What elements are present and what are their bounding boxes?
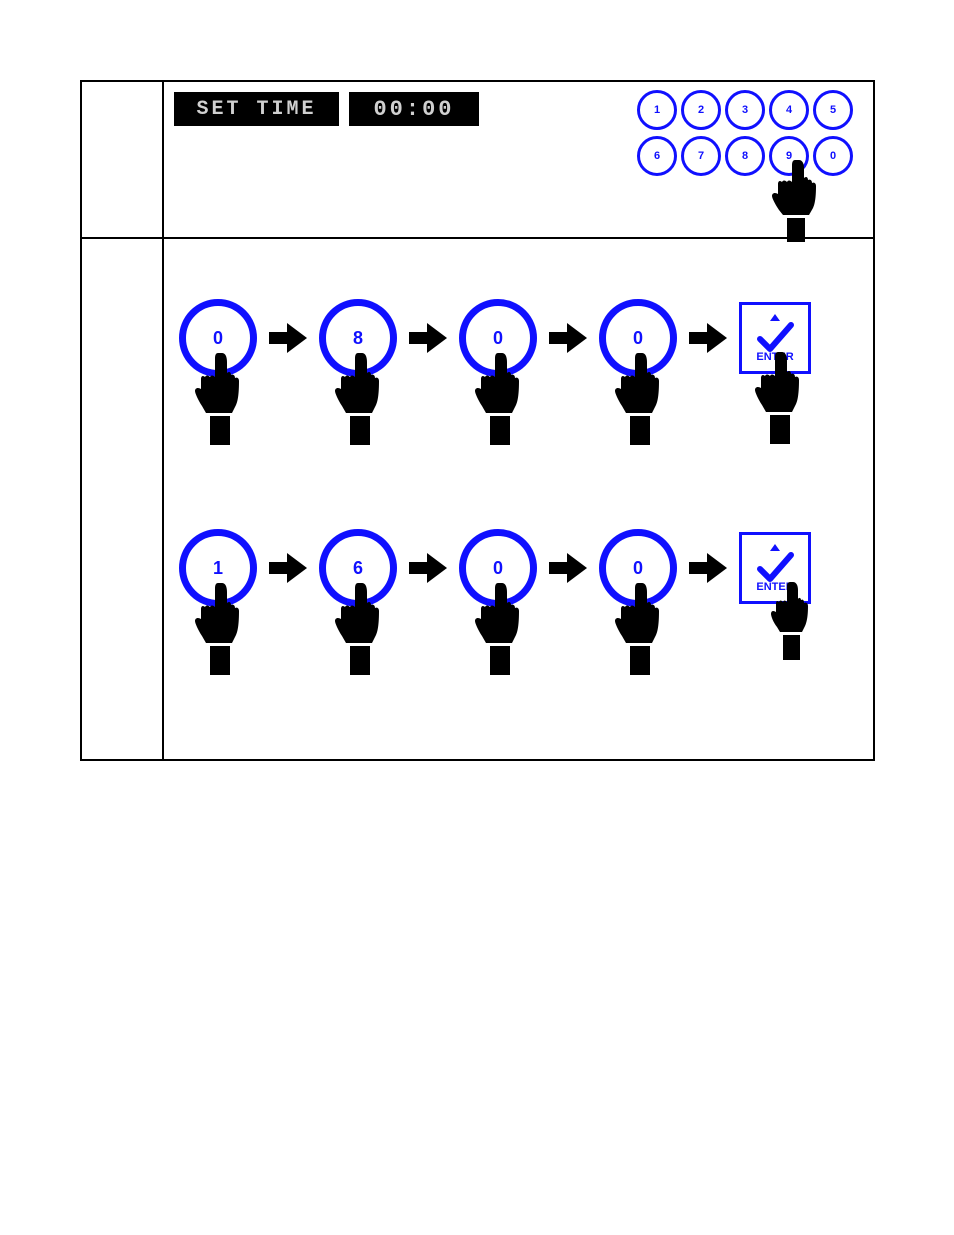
seq2-step-2: 6 [319,529,397,607]
arrow-right-icon [689,555,727,581]
enter-label: ENTER [756,581,793,593]
key-1-button[interactable]: 1 [637,90,677,130]
keypad-row-2: 6 7 8 9 0 [637,136,853,176]
key-4-button[interactable]: 4 [769,90,809,130]
key-9-button[interactable]: 9 [769,136,809,176]
arrow-right-icon [689,325,727,351]
seq1-enter: ENTER [739,302,811,374]
digit-button[interactable]: 0 [179,299,257,377]
key-8-button[interactable]: 8 [725,136,765,176]
digit-button[interactable]: 8 [319,299,397,377]
seq1-step-2: 8 [319,299,397,377]
seq2-step-4: 0 [599,529,677,607]
page: SET TIME 00:00 1 2 3 4 5 6 7 8 9 [0,0,954,1235]
arrow-right-icon [269,325,307,351]
bottom-row: 0 8 [82,239,873,759]
arrow-right-icon [549,555,587,581]
key-2-button[interactable]: 2 [681,90,721,130]
triangle-up-icon [770,314,780,321]
digit-button[interactable]: 0 [459,299,537,377]
bottom-content: 0 8 [164,239,873,759]
arrow-right-icon [549,325,587,351]
triangle-up-icon [770,544,780,551]
digit-button[interactable]: 6 [319,529,397,607]
arrow-right-icon [269,555,307,581]
key-7-button[interactable]: 7 [681,136,721,176]
key-5-button[interactable]: 5 [813,90,853,130]
seq2-step-3: 0 [459,529,537,607]
top-content: SET TIME 00:00 1 2 3 4 5 6 7 8 9 [164,82,873,237]
seq1-step-1: 0 [179,299,257,377]
seq1-step-4: 0 [599,299,677,377]
enter-button[interactable]: ENTER [739,532,811,604]
arrow-right-icon [409,325,447,351]
seq1-step-3: 0 [459,299,537,377]
lcd-label-display: SET TIME [174,92,339,126]
sequence-1: 0 8 [179,299,811,377]
key-6-button[interactable]: 6 [637,136,677,176]
digit-button[interactable]: 1 [179,529,257,607]
keypad-row-1: 1 2 3 4 5 [637,90,853,130]
arrow-right-icon [409,555,447,581]
digit-button[interactable]: 0 [599,299,677,377]
check-icon [755,551,795,583]
key-3-button[interactable]: 3 [725,90,765,130]
bottom-left-gutter [82,239,164,759]
seq2-enter: ENTER [739,532,811,604]
digit-button[interactable]: 0 [599,529,677,607]
lcd-time-display: 00:00 [349,92,479,126]
check-icon [755,321,795,353]
seq2-step-1: 1 [179,529,257,607]
digit-button[interactable]: 0 [459,529,537,607]
numeric-keypad: 1 2 3 4 5 6 7 8 9 0 [637,90,853,176]
top-left-gutter [82,82,164,237]
top-row: SET TIME 00:00 1 2 3 4 5 6 7 8 9 [82,82,873,239]
enter-button[interactable]: ENTER [739,302,811,374]
key-0-button[interactable]: 0 [813,136,853,176]
sequence-2: 1 6 [179,529,811,607]
diagram-frame: SET TIME 00:00 1 2 3 4 5 6 7 8 9 [80,80,875,761]
enter-label: ENTER [756,351,793,363]
